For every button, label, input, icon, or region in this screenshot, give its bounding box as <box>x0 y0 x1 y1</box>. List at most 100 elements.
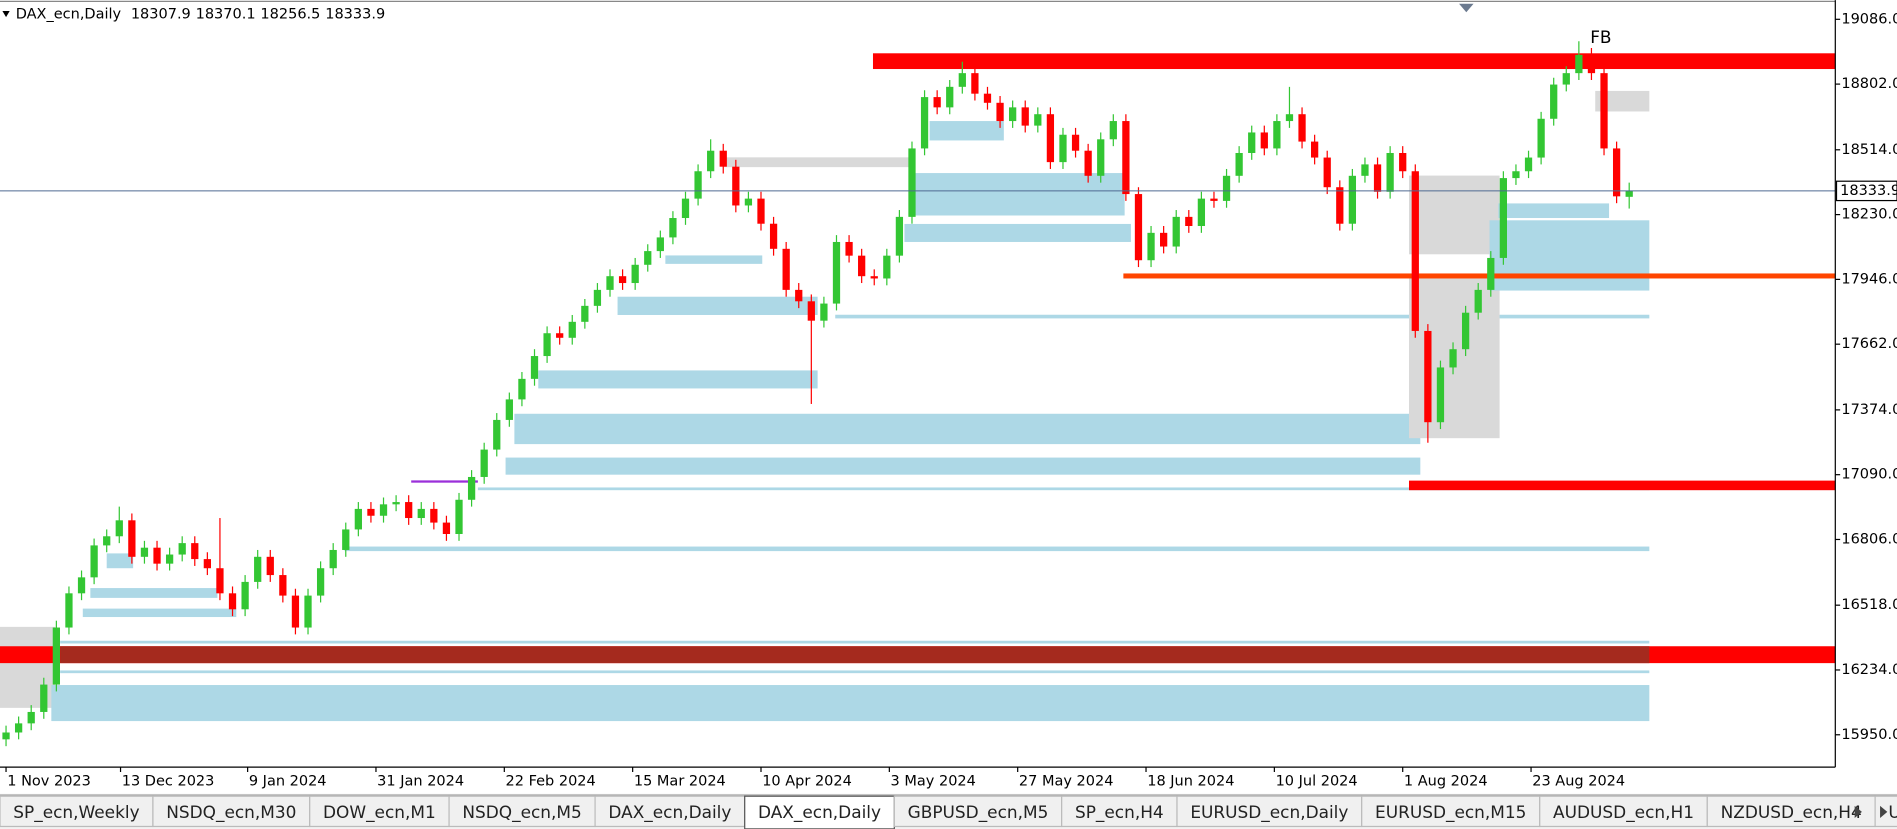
candle-body <box>153 547 161 564</box>
tab-background[interactable] <box>1539 795 1708 828</box>
candle-body <box>946 86 954 108</box>
candle-body <box>719 150 727 167</box>
candle-body <box>895 216 904 256</box>
tab-background[interactable] <box>448 795 596 828</box>
candle-body <box>228 593 237 610</box>
tab-background[interactable] <box>152 795 311 828</box>
menu-arrow[interactable] <box>2 11 10 18</box>
tab[interactable]: SP_ecn,Weekly <box>0 795 154 828</box>
candle-body <box>140 547 149 557</box>
tab-label[interactable]: AUDUSD_ecn,H1 <box>1553 802 1694 823</box>
tab-label[interactable]: EURUSD_ecn,Daily <box>1190 802 1348 823</box>
tab[interactable]: NSDQ_ecn,M30 <box>152 795 311 828</box>
candle-body <box>568 321 576 338</box>
tab-scroll-left[interactable] <box>1854 805 1862 818</box>
tab-label[interactable]: NZDUSD_ecn,H4 <box>1721 802 1862 823</box>
candle-body <box>1235 152 1243 176</box>
zone <box>872 53 1836 70</box>
y-tick-label: 16806.0 <box>1841 531 1897 547</box>
tab-label[interactable]: EURUSD_ecn,M15 <box>1375 802 1526 823</box>
tab[interactable]: NSDQ_ecn,M5 <box>448 795 596 828</box>
zone <box>617 296 818 315</box>
candle-body <box>65 593 73 628</box>
candle-body <box>442 522 451 534</box>
y-tick-label: 18514.0 <box>1841 142 1897 158</box>
candle-body <box>342 529 350 550</box>
candle-body <box>1487 257 1495 290</box>
tab-label[interactable]: SP_ecn,Weekly <box>13 802 139 823</box>
tab-label[interactable]: DAX_ecn,Daily <box>758 802 881 823</box>
tab[interactable]: EURUSD_ecn,M15 <box>1361 795 1541 828</box>
zone <box>505 457 1421 475</box>
candle-body <box>1084 150 1092 176</box>
candle-body <box>908 148 916 217</box>
candle-body <box>1172 216 1180 247</box>
tab-background[interactable] <box>309 795 450 828</box>
zone <box>51 685 1650 722</box>
candle-body <box>1587 54 1596 74</box>
tab[interactable]: DOW_ecn,M1 <box>309 795 450 828</box>
tab-label[interactable]: DOW_ecn,M1 <box>323 802 436 823</box>
candle-body <box>631 264 639 284</box>
zone <box>60 646 1650 664</box>
candle-body <box>430 508 438 523</box>
x-tick-label: 10 Apr 2024 <box>762 774 852 790</box>
candle-body <box>1097 139 1105 176</box>
candle-body <box>1562 73 1570 85</box>
y-tick-label: 19086.0 <box>1841 11 1897 27</box>
candle-body <box>1612 148 1621 197</box>
candle-body <box>329 549 337 569</box>
tab[interactable]: AUDUSD_ecn,H1 <box>1539 795 1708 828</box>
tab-label[interactable]: DAX_ecn,Daily <box>608 802 731 823</box>
candle-body <box>644 251 652 265</box>
zone <box>82 608 237 618</box>
candle-body <box>2 732 10 740</box>
candle-body <box>971 73 979 94</box>
tab-background[interactable] <box>1361 795 1541 828</box>
candle-body <box>1071 134 1080 151</box>
ohlc-value: 18370.1 <box>196 7 256 23</box>
zone <box>477 487 1650 491</box>
tab-label[interactable]: U <box>1888 802 1897 822</box>
candle-body <box>1046 114 1055 163</box>
candle-body <box>254 556 262 582</box>
candle-body <box>618 276 627 284</box>
candle-body <box>606 276 614 290</box>
candle-body <box>216 568 224 594</box>
tab-background[interactable] <box>1706 795 1876 828</box>
candle-body <box>1436 367 1445 423</box>
zone <box>904 223 1131 242</box>
tab-label[interactable]: NSDQ_ecn,M30 <box>166 802 296 823</box>
zone <box>60 670 1650 674</box>
candle-body <box>820 303 828 321</box>
tab-scroll-right[interactable] <box>1880 805 1888 818</box>
tab[interactable]: SP_ecn,H4 <box>1061 795 1178 828</box>
y-tick-label: 15950.0 <box>1841 727 1897 743</box>
candle-body <box>40 684 48 712</box>
candle-body <box>681 198 690 219</box>
candle-body <box>530 356 539 379</box>
tab[interactable]: GBPUSD_ecn,M5 <box>893 795 1063 828</box>
candle-body <box>769 223 778 249</box>
tab[interactable]: DAX_ecn,Daily <box>744 795 895 829</box>
ohlc-value: 18256.5 <box>260 7 320 23</box>
tab[interactable]: DAX_ecn,Daily <box>594 795 746 828</box>
tab[interactable]: NZDUSD_ecn,H4 <box>1706 795 1876 828</box>
candle-body <box>593 289 602 306</box>
zone <box>1123 273 1836 279</box>
candle-body <box>354 508 362 530</box>
tab-label[interactable]: GBPUSD_ecn,M5 <box>908 802 1049 823</box>
tab-background[interactable] <box>1176 795 1363 828</box>
tab[interactable]: EURUSD_ecn,Daily <box>1176 795 1363 828</box>
candle-body <box>1575 54 1583 74</box>
tab-background[interactable] <box>893 795 1063 828</box>
tab-label[interactable]: NSDQ_ecn,M5 <box>462 802 581 823</box>
candle-body <box>983 93 992 103</box>
y-tick-label: 16518.0 <box>1841 597 1897 613</box>
zone <box>665 255 763 264</box>
candle-body <box>1185 216 1193 227</box>
symbol: DAX_ecn,Daily <box>16 7 122 23</box>
candle-body <box>1222 175 1231 201</box>
tab-label[interactable]: SP_ecn,H4 <box>1075 802 1164 823</box>
candle-body <box>14 723 23 733</box>
